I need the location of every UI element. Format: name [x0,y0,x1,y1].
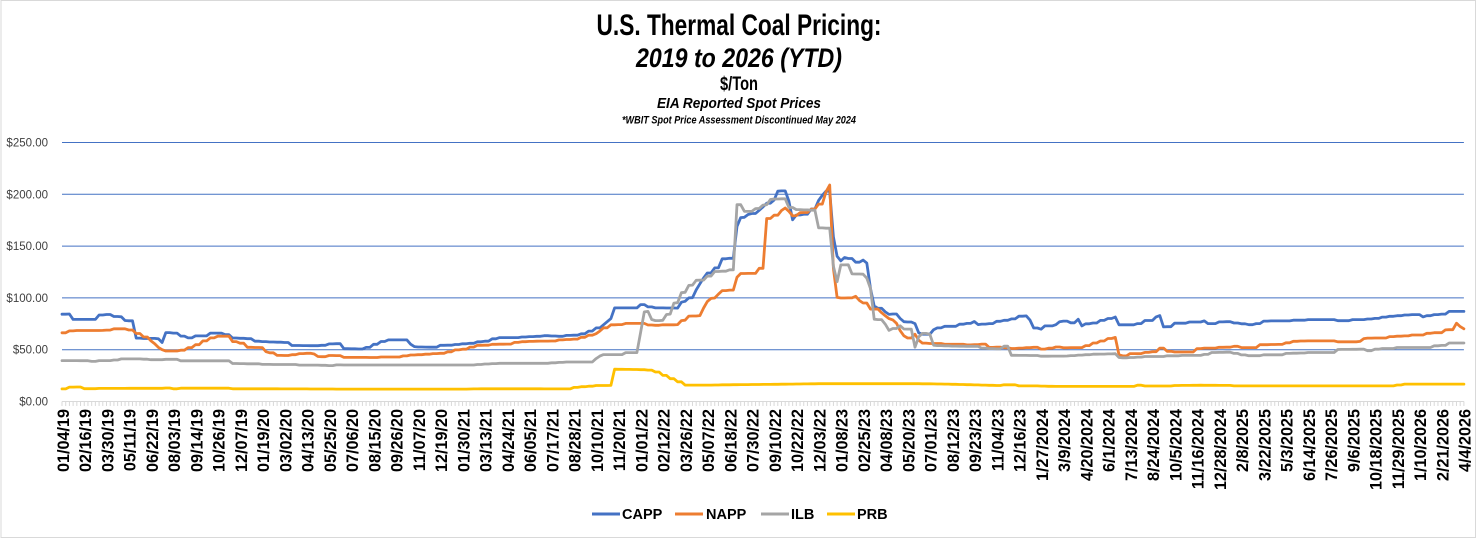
svg-text:11/07/20: 11/07/20 [411,409,429,471]
svg-text:07/17/21: 07/17/21 [544,409,562,472]
svg-text:04/13/20: 04/13/20 [300,409,318,472]
svg-text:6/1/2024: 6/1/2024 [1101,409,1119,472]
svg-text:04/08/23: 04/08/23 [878,409,896,472]
svg-text:4/4/2026: 4/4/2026 [1457,409,1475,472]
svg-text:01/01/22: 01/01/22 [633,409,651,472]
svg-text:05/20/23: 05/20/23 [900,409,918,472]
svg-text:12/03/22: 12/03/22 [811,409,829,472]
svg-text:$100.00: $100.00 [6,293,48,305]
svg-text:$250.00: $250.00 [6,138,48,150]
svg-text:2019 to 2026 (YTD): 2019 to 2026 (YTD) [635,43,842,73]
svg-text:3/9/2024: 3/9/2024 [1056,409,1074,472]
svg-text:01/19/20: 01/19/20 [255,409,273,472]
svg-text:11/20/21: 11/20/21 [611,409,629,471]
svg-text:U.S. Thermal Coal Pricing:: U.S. Thermal Coal Pricing: [597,9,882,42]
svg-text:12/07/19: 12/07/19 [233,409,251,472]
svg-text:12/28/2024: 12/28/2024 [1212,409,1230,490]
svg-text:2/8/2025: 2/8/2025 [1234,409,1252,472]
svg-text:06/22/19: 06/22/19 [144,409,162,472]
svg-text:09/26/20: 09/26/20 [389,409,407,472]
svg-text:$200.00: $200.00 [6,189,48,201]
svg-text:1/27/2024: 1/27/2024 [1034,409,1052,481]
svg-text:05/07/22: 05/07/22 [700,409,718,472]
svg-text:5/3/2025: 5/3/2025 [1279,409,1297,472]
svg-text:1/10/2026: 1/10/2026 [1412,409,1430,481]
svg-text:$50.00: $50.00 [13,345,48,357]
svg-text:09/14/19: 09/14/19 [188,409,206,472]
svg-text:3/22/2025: 3/22/2025 [1256,409,1274,481]
svg-text:10/5/2024: 10/5/2024 [1167,409,1185,481]
svg-text:01/30/21: 01/30/21 [455,409,473,472]
svg-text:02/25/23: 02/25/23 [856,409,874,472]
svg-text:09/10/22: 09/10/22 [767,409,785,472]
svg-text:10/22/22: 10/22/22 [789,409,807,472]
svg-text:05/25/20: 05/25/20 [322,409,340,472]
svg-text:08/12/23: 08/12/23 [945,409,963,472]
svg-text:10/18/2025: 10/18/2025 [1368,409,1386,490]
svg-text:NAPP: NAPP [706,507,747,523]
svg-text:$/Ton: $/Ton [720,74,758,95]
svg-text:03/26/22: 03/26/22 [678,409,696,472]
svg-text:08/03/19: 08/03/19 [166,409,184,472]
svg-text:11/04/23: 11/04/23 [989,409,1007,471]
svg-text:03/02/20: 03/02/20 [277,409,295,472]
svg-text:12/19/20: 12/19/20 [433,409,451,472]
svg-text:01/08/23: 01/08/23 [834,409,852,472]
svg-text:09/23/23: 09/23/23 [967,409,985,472]
svg-text:01/04/19: 01/04/19 [55,409,73,472]
svg-text:7/13/2024: 7/13/2024 [1123,409,1141,481]
svg-text:03/30/19: 03/30/19 [99,409,117,472]
svg-text:6/14/2025: 6/14/2025 [1301,409,1319,481]
svg-text:04/24/21: 04/24/21 [500,409,518,472]
svg-text:03/13/21: 03/13/21 [478,409,496,472]
svg-text:PRB: PRB [857,507,888,523]
svg-text:07/06/20: 07/06/20 [344,409,362,472]
svg-text:08/28/21: 08/28/21 [567,409,585,472]
svg-text:07/30/22: 07/30/22 [745,409,763,472]
svg-text:ILB: ILB [791,507,814,523]
svg-text:9/6/2025: 9/6/2025 [1345,409,1363,472]
svg-text:11/29/2025: 11/29/2025 [1390,409,1408,489]
svg-text:07/01/23: 07/01/23 [923,409,941,472]
svg-text:7/26/2025: 7/26/2025 [1323,409,1341,481]
svg-text:10/10/21: 10/10/21 [589,409,607,472]
svg-text:2/21/2026: 2/21/2026 [1434,409,1452,481]
svg-text:$150.00: $150.00 [6,241,48,253]
svg-text:$0.00: $0.00 [19,397,48,409]
svg-text:02/12/22: 02/12/22 [656,409,674,472]
svg-text:EIA Reported Spot Prices: EIA Reported Spot Prices [657,96,821,112]
svg-text:10/26/19: 10/26/19 [211,409,229,472]
svg-text:06/18/22: 06/18/22 [722,409,740,472]
svg-text:08/15/20: 08/15/20 [366,409,384,472]
svg-text:*WBIT Spot Price Assessment Di: *WBIT Spot Price Assessment Discontinued… [622,115,856,127]
svg-text:05/11/19: 05/11/19 [122,409,140,471]
svg-text:11/16/2024: 11/16/2024 [1190,409,1208,489]
svg-text:4/20/2024: 4/20/2024 [1078,409,1096,481]
svg-text:12/16/23: 12/16/23 [1012,409,1030,472]
svg-text:02/16/19: 02/16/19 [77,409,95,472]
svg-text:CAPP: CAPP [622,507,663,523]
svg-text:8/24/2024: 8/24/2024 [1145,409,1163,481]
svg-text:06/05/21: 06/05/21 [522,409,540,472]
